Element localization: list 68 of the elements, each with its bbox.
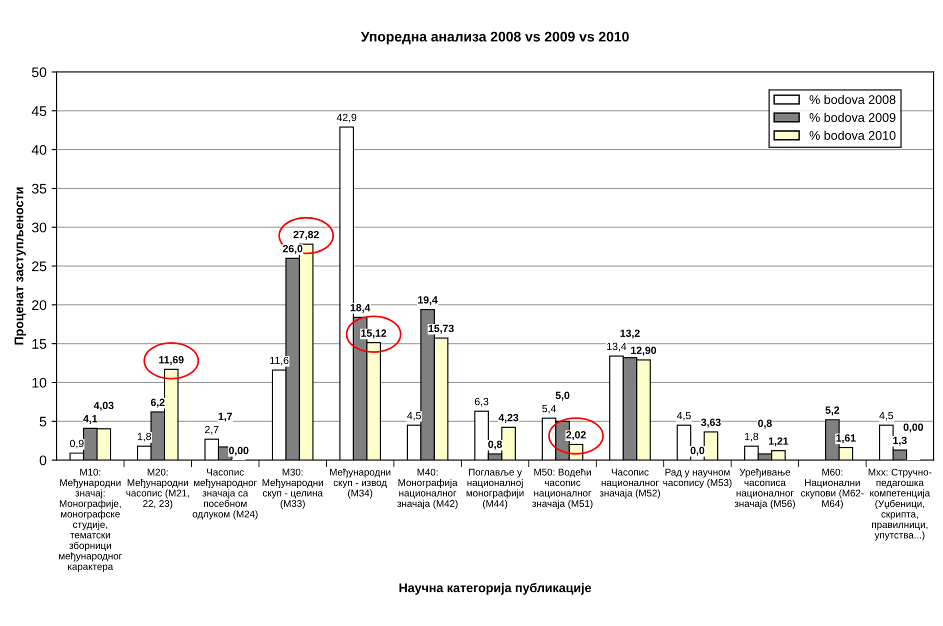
data-label: 6,2: [150, 398, 165, 408]
data-label: 1,8: [744, 432, 758, 442]
legend-label: % bodova 2010: [810, 130, 896, 140]
y-tick-label: 45: [32, 106, 46, 116]
data-label: 3,63: [701, 418, 721, 428]
y-tick-label: 10: [32, 378, 46, 388]
y-tick-label: 25: [32, 261, 46, 272]
data-label: 27,82: [294, 230, 319, 240]
data-label: 42,9: [336, 114, 356, 122]
y-tick-label: 30: [32, 222, 46, 232]
data-label: 5,4: [542, 404, 556, 414]
data-label: 13,2: [620, 330, 640, 338]
data-label: 26,0: [282, 244, 302, 254]
x-axis-title: Научна категорија публикације: [399, 582, 592, 595]
x-tick-label: M40: Монографија националног значаја (M42): [397, 468, 458, 509]
data-label: 4,03: [94, 402, 114, 411]
x-tick-label: Часопис међународног значаја са посебном одлуком (M24): [192, 468, 258, 520]
x-tick-label: M50: Водећи часопис националног значаја (M51): [532, 468, 593, 509]
data-label: 6,3: [474, 398, 488, 406]
data-label: 5,2: [825, 406, 840, 416]
x-tick-label: Рад у научном часопису (M53): [663, 468, 732, 488]
data-label: 4,5: [407, 412, 421, 420]
y-tick-label: 15: [32, 339, 46, 349]
data-label: 15,73: [428, 324, 454, 334]
data-label: 0,9: [70, 440, 84, 448]
data-label: 1,7: [218, 412, 232, 422]
data-label: 1,21: [768, 437, 788, 446]
y-tick-label: 40: [32, 144, 46, 155]
data-label: 0,00: [229, 446, 248, 456]
data-label: 11,6: [270, 356, 288, 366]
data-label: 2,7: [205, 426, 218, 434]
legend-label: % bodova 2008: [810, 94, 896, 104]
data-label: 0,00: [904, 424, 924, 432]
data-label: 0,8: [758, 420, 772, 429]
x-tick-label: M30: Међународни скуп - целина (M33): [262, 468, 323, 509]
x-tick-label: M60: Национални скупови (M62- M64): [801, 468, 864, 509]
x-tick-label: M20: Међународни часопис (M21, 22, 23): [126, 468, 189, 509]
x-tick-label: Часопис националног значаја (M52): [600, 468, 660, 498]
y-tick-label: 5: [40, 416, 46, 426]
y-tick-label: 35: [32, 184, 46, 194]
x-tick-label: Међународни скуп - извод (M34): [330, 468, 390, 498]
y-tick-label: 20: [32, 300, 46, 310]
data-label: 11,69: [159, 356, 184, 365]
data-label: 18,4: [350, 304, 370, 313]
data-label: 12,90: [631, 346, 656, 356]
data-label: 4,23: [498, 414, 518, 423]
data-label: 4,5: [879, 412, 894, 420]
data-label: 0,0: [690, 446, 704, 456]
data-label: 13,4: [607, 342, 626, 352]
legend-label: % bodova 2009: [810, 112, 896, 122]
data-label: 2,02: [566, 431, 586, 440]
x-tick-label: Mxx: Стручно- педагошка компетенција (Уџбеници, скрипта, правилници, упутства...): [868, 468, 932, 540]
data-label: 15,12: [361, 329, 386, 338]
data-label: 4,5: [676, 412, 691, 420]
x-tick-label: Поглавље у националној монографији (M44): [466, 468, 524, 509]
chart-title: Упоредна анализа 2008 vs 2009 vs 2010: [360, 32, 629, 44]
data-label: 4,1: [83, 415, 98, 424]
category-label: M10: Међународни значај: Монографије, монографске студије, тематски зборници међународног карактера: [59, 468, 122, 572]
data-label: 0,8: [488, 440, 502, 450]
y-tick-label: 0: [40, 455, 46, 466]
y-tick-label: 50: [32, 67, 46, 78]
data-label: 1,3: [893, 436, 907, 446]
data-label: 1,8: [138, 432, 152, 442]
y-axis-title: Проценат заступљености: [14, 188, 26, 345]
x-tick-label: Уређивање часописа националног значаја (M56): [734, 468, 795, 509]
data-label: 1,61: [836, 434, 856, 444]
data-label: 5,0: [556, 392, 570, 401]
data-label: 19,4: [418, 296, 438, 306]
